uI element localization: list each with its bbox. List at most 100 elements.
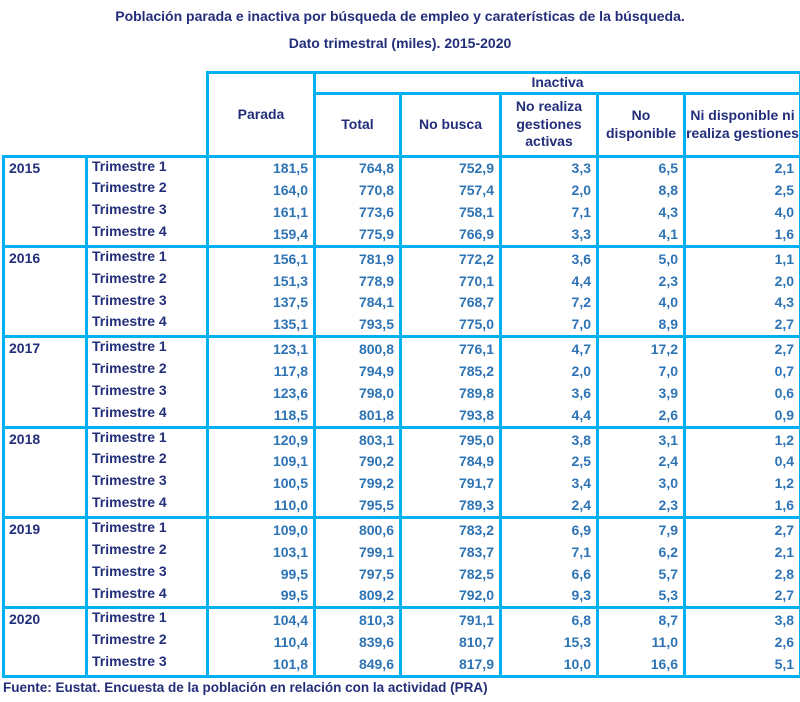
value-cell: 16,6 [596, 653, 686, 677]
year-cell: 2017 [2, 336, 88, 428]
value-cell: 5,7 [596, 562, 686, 585]
header-corner-empty [3, 72, 208, 156]
quarter-cell: Trimestre 3 [85, 562, 209, 585]
table-row: Trimestre 3 101,8 849,6 817,9 10,0 16,6 5,1 [4, 653, 800, 677]
source-note: Fuente: Eustat. Encuesta de la población… [3, 679, 488, 695]
value-cell: 7,1 [499, 540, 599, 563]
title-line-1: Población parada e inactiva por búsqueda… [115, 8, 685, 24]
value-cell: 6,9 [499, 517, 599, 541]
value-cell: 775,0 [399, 313, 502, 337]
value-cell: 2,7 [682, 584, 800, 608]
value-cell: 817,9 [399, 653, 502, 677]
value-cell: 3,8 [499, 427, 599, 451]
value-cell: 3,3 [499, 156, 599, 180]
value-cell: 1,1 [682, 246, 800, 270]
value-cell: 4,4 [499, 403, 599, 428]
value-cell: 810,7 [399, 631, 502, 654]
page-title: Población parada e inactiva por búsqueda… [0, 0, 800, 51]
year-block-2020: 2020 Trimestre 1 104,4 810,3 791,1 6,8 8,7 3,8 T… [2, 607, 800, 677]
value-cell: 4,1 [596, 223, 686, 247]
value-cell: 8,8 [596, 179, 686, 202]
quarter-cell: Trimestre 1 [85, 336, 209, 361]
table-row: Trimestre 2 103,1 799,1 783,7 7,1 6,2 2,1 [4, 540, 800, 563]
value-cell: 123,6 [206, 381, 316, 404]
value-cell: 9,3 [499, 584, 599, 608]
value-cell: 17,2 [596, 336, 686, 361]
year-cell: 2019 [2, 517, 88, 608]
value-cell: 758,1 [399, 201, 502, 224]
value-cell: 7,0 [596, 360, 686, 382]
year-block-2019: 2019 Trimestre 1 109,0 800,6 783,2 6,9 7,9 2,7 T… [2, 517, 800, 608]
value-cell: 797,5 [313, 562, 402, 585]
table-row: 2017 Trimestre 1 123,1 800,8 776,1 4,7 17,2 2,7 [2, 336, 800, 428]
quarter-cell: Trimestre 2 [85, 179, 209, 202]
value-cell: 8,7 [596, 607, 686, 632]
value-cell: 181,5 [206, 156, 316, 180]
value-cell: 4,0 [596, 291, 686, 314]
value-cell: 2,5 [499, 450, 599, 473]
value-cell: 15,3 [499, 631, 599, 654]
column-header-no-realiza-gestiones: No realiza gestiones activas [499, 91, 599, 158]
table-row: Trimestre 3 137,5 784,1 768,7 7,2 4,0 4,3 [4, 291, 800, 314]
value-cell: 3,9 [596, 381, 686, 404]
value-cell: 782,5 [399, 562, 502, 585]
value-cell: 118,5 [206, 403, 316, 428]
value-cell: 2,8 [682, 562, 800, 585]
value-cell: 800,6 [313, 517, 402, 541]
value-cell: 103,1 [206, 540, 316, 563]
value-cell: 164,0 [206, 179, 316, 202]
value-cell: 798,0 [313, 381, 402, 404]
value-cell: 7,2 [499, 291, 599, 314]
value-cell: 2,4 [499, 494, 599, 518]
value-cell: 2,0 [499, 360, 599, 382]
value-cell: 799,2 [313, 472, 402, 495]
quarter-cell: Trimestre 4 [85, 313, 209, 337]
value-cell: 2,5 [682, 179, 800, 202]
value-cell: 1,6 [682, 223, 800, 247]
quarter-cell: Trimestre 2 [85, 450, 209, 473]
value-cell: 792,0 [399, 584, 502, 608]
table-header: Parada Inactiva Total No busca No realiz… [3, 71, 800, 158]
value-cell: 5,3 [596, 584, 686, 608]
table-row: 2018 Trimestre 1 120,9 803,1 795,0 3,8 3,1 1,2 [2, 427, 800, 518]
value-cell: 2,4 [596, 450, 686, 473]
value-cell: 809,2 [313, 584, 402, 608]
column-header-total: Total [313, 91, 402, 158]
value-cell: 768,7 [399, 291, 502, 314]
quarter-cell: Trimestre 2 [85, 269, 209, 292]
value-cell: 99,5 [206, 584, 316, 608]
value-cell: 6,5 [596, 156, 686, 180]
quarter-cell: Trimestre 4 [85, 223, 209, 247]
table-row: Trimestre 2 151,3 778,9 770,1 4,4 2,3 2,0 [4, 269, 800, 292]
value-cell: 3,0 [596, 472, 686, 495]
value-cell: 795,5 [313, 494, 402, 518]
value-cell: 110,4 [206, 631, 316, 654]
value-cell: 6,8 [499, 607, 599, 632]
value-cell: 791,1 [399, 607, 502, 632]
quarter-cell: Trimestre 2 [85, 540, 209, 563]
year-cell: 2016 [2, 246, 88, 337]
table-row: Trimestre 4 99,5 809,2 792,0 9,3 5,3 2,7 [4, 584, 800, 608]
year-block-2016: 2016 Trimestre 1 156,1 781,9 772,2 3,6 5,0 1,1 T… [2, 246, 800, 337]
value-cell: 789,3 [399, 494, 502, 518]
column-header-parada: Parada [206, 71, 316, 158]
quarter-cell: Trimestre 1 [85, 246, 209, 270]
value-cell: 4,4 [499, 269, 599, 292]
year-cell: 2018 [2, 427, 88, 518]
value-cell: 793,5 [313, 313, 402, 337]
table-row: Trimestre 3 161,1 773,6 758,1 7,1 4,3 4,0 [4, 201, 800, 224]
value-cell: 773,6 [313, 201, 402, 224]
value-cell: 4,7 [499, 336, 599, 361]
value-cell: 3,8 [682, 607, 800, 632]
year-block-2018: 2018 Trimestre 1 120,9 803,1 795,0 3,8 3,1 1,2 T… [2, 427, 800, 518]
value-cell: 0,7 [682, 360, 800, 382]
table-row: Trimestre 4 118,5 801,8 793,8 4,4 2,6 0,9 [4, 403, 800, 428]
quarter-cell: Trimestre 4 [85, 403, 209, 428]
value-cell: 770,1 [399, 269, 502, 292]
value-cell: 784,9 [399, 450, 502, 473]
value-cell: 0,6 [682, 381, 800, 404]
value-cell: 4,0 [682, 201, 800, 224]
quarter-cell: Trimestre 1 [85, 517, 209, 541]
value-cell: 2,3 [596, 269, 686, 292]
table-row: Trimestre 3 123,6 798,0 789,8 3,6 3,9 0,6 [4, 381, 800, 404]
